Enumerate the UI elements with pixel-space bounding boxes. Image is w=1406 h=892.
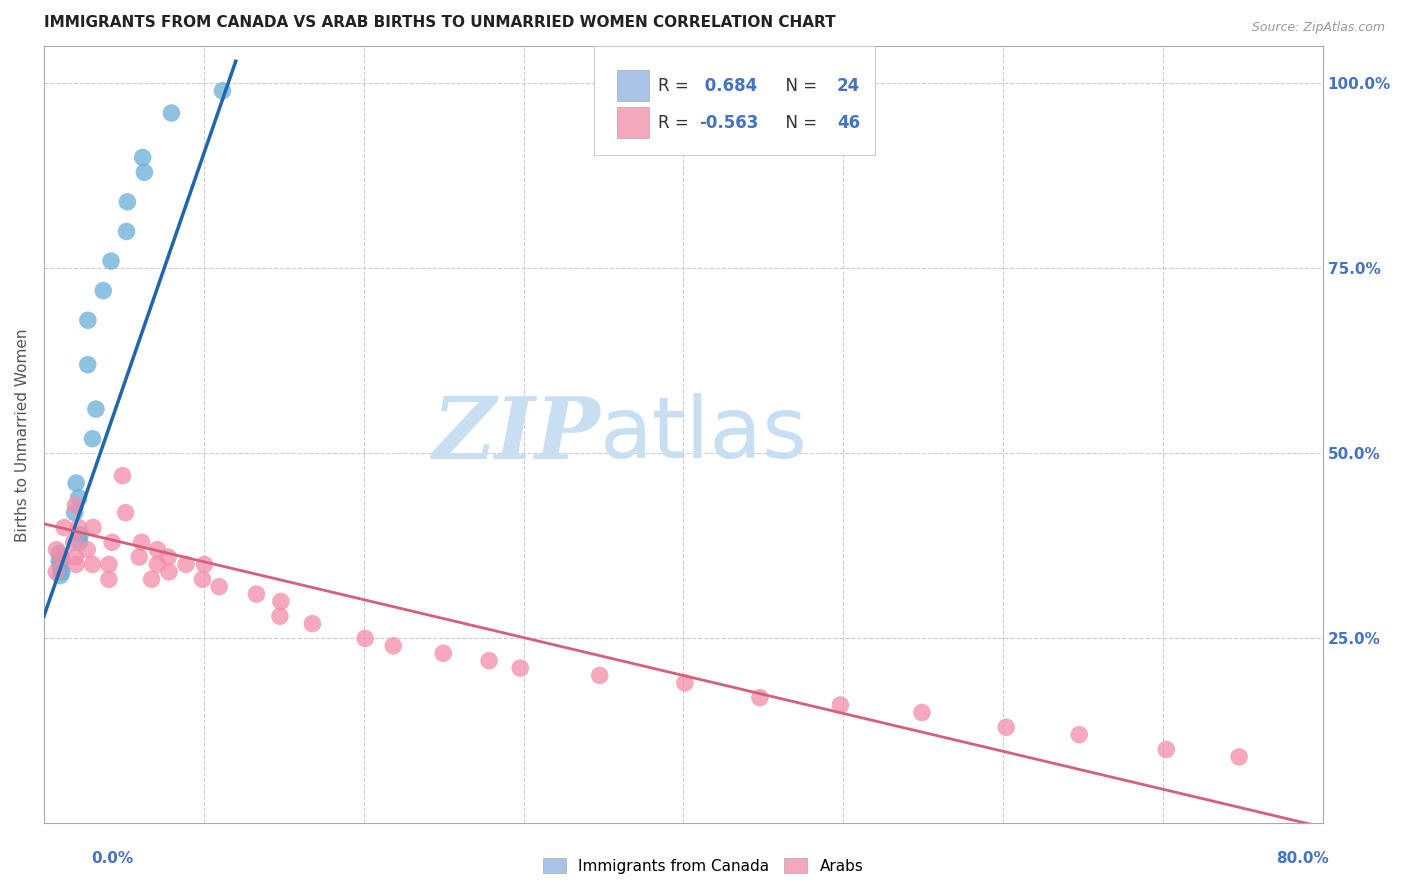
Point (131, 151, 153, 165)
Point (51, 565, 73, 579)
Point (301, 616, 323, 631)
Point (62, 535, 84, 549)
Text: 0.0%: 0.0% (91, 851, 134, 865)
Point (141, 572, 163, 586)
Point (69, 535, 91, 549)
Point (128, 550, 150, 565)
Point (830, 698, 852, 712)
Point (65, 498, 87, 512)
Point (84, 402, 107, 417)
Point (51, 550, 73, 565)
Text: N =: N = (776, 77, 823, 95)
Point (509, 661, 531, 675)
Point (1227, 750, 1250, 764)
FancyBboxPatch shape (617, 107, 648, 138)
Point (157, 550, 180, 565)
Point (160, 106, 183, 120)
Point (82, 520, 104, 534)
Point (995, 720, 1018, 734)
Point (48, 554, 70, 568)
Point (111, 468, 134, 483)
Text: 24: 24 (837, 77, 860, 95)
Point (270, 594, 292, 608)
Point (76, 542, 98, 557)
Point (82, 558, 104, 572)
Text: Source: ZipAtlas.com: Source: ZipAtlas.com (1251, 21, 1385, 34)
Y-axis label: Births to Unmarried Women: Births to Unmarried Women (15, 328, 30, 541)
Legend: Immigrants from Canada, Arabs: Immigrants from Canada, Arabs (537, 852, 869, 880)
Text: ZIP: ZIP (433, 393, 600, 476)
Point (911, 706, 934, 720)
Point (48, 546, 70, 560)
Point (76, 358, 98, 372)
Point (174, 558, 197, 572)
Point (193, 558, 215, 572)
Point (65, 558, 87, 572)
Point (49, 568, 72, 582)
Point (49, 558, 72, 572)
Point (53, 520, 76, 534)
Point (146, 558, 169, 572)
Text: R =: R = (658, 77, 693, 95)
Point (115, 224, 138, 238)
Text: 0.684: 0.684 (699, 77, 756, 95)
Point (91, 284, 114, 298)
Point (131, 535, 153, 549)
Text: 46: 46 (837, 114, 860, 132)
Point (269, 609, 291, 624)
Point (67, 520, 90, 534)
Point (146, 542, 169, 557)
Point (748, 690, 770, 705)
Point (354, 632, 377, 646)
Point (101, 535, 124, 549)
FancyBboxPatch shape (617, 70, 648, 101)
Point (67, 491, 90, 505)
Point (245, 587, 267, 601)
Point (45, 565, 67, 579)
Point (589, 668, 612, 682)
Point (97, 558, 120, 572)
Point (117, 194, 139, 209)
Point (63, 550, 86, 565)
Text: 80.0%: 80.0% (1275, 851, 1329, 865)
Point (1154, 742, 1177, 756)
Point (82, 432, 104, 446)
Point (69, 528, 91, 542)
Point (191, 572, 214, 586)
Text: R =: R = (658, 114, 693, 132)
Point (157, 565, 180, 579)
FancyBboxPatch shape (593, 46, 876, 155)
Point (65, 476, 87, 491)
Point (382, 639, 405, 653)
Text: -0.563: -0.563 (699, 114, 758, 132)
Point (114, 506, 136, 520)
Text: atlas: atlas (600, 393, 808, 476)
Point (45, 542, 67, 557)
Point (478, 654, 501, 668)
Point (211, 84, 233, 98)
Point (1069, 728, 1091, 742)
Text: N =: N = (776, 114, 823, 132)
Point (100, 254, 122, 268)
Point (49, 561, 72, 575)
Point (134, 165, 156, 179)
Point (63, 506, 86, 520)
Point (673, 676, 696, 690)
Point (97, 572, 120, 586)
Point (51, 550, 73, 565)
Text: IMMIGRANTS FROM CANADA VS ARAB BIRTHS TO UNMARRIED WOMEN CORRELATION CHART: IMMIGRANTS FROM CANADA VS ARAB BIRTHS TO… (44, 15, 835, 30)
Point (432, 646, 454, 660)
Point (77, 313, 100, 327)
Point (208, 580, 231, 594)
